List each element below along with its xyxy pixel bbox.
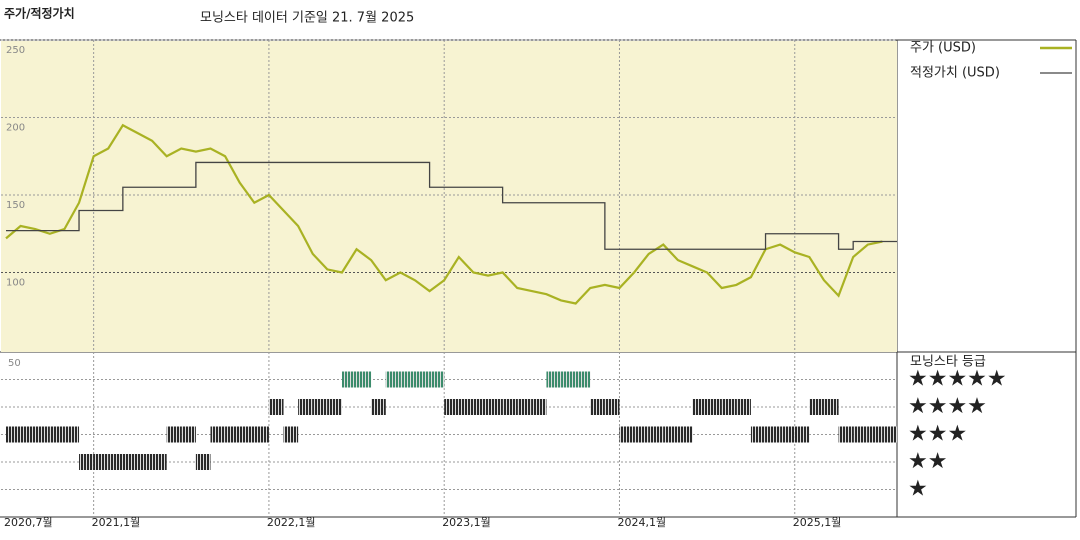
rating-bar <box>239 426 255 443</box>
rating-bar <box>79 454 94 470</box>
rating-bar <box>444 399 459 415</box>
x-tick-label: 2021,1월 <box>92 516 141 529</box>
rating-bar <box>122 454 138 470</box>
rating-bar <box>210 426 226 443</box>
y-tick-label: ★★ <box>908 449 947 474</box>
rating-bar <box>721 399 737 415</box>
chart-subtitle: 모닝스타 데이터 기준일 21. 7월 2025 <box>200 11 414 26</box>
rating-bar <box>517 399 532 415</box>
rating-bar <box>561 371 576 388</box>
y-tick-label: ★★★★ <box>908 394 987 419</box>
rating-bar <box>867 426 883 443</box>
rating-bar <box>619 426 635 443</box>
rating-bar <box>502 399 518 415</box>
rating-bar <box>546 371 562 388</box>
rating-bar <box>663 426 678 443</box>
rating-bar <box>634 426 649 443</box>
y-tick-label: 250 <box>6 45 25 56</box>
rating-bar <box>429 371 445 388</box>
rating-bar <box>590 399 605 415</box>
y-tick-label: 200 <box>6 123 25 134</box>
legend-label: 적정가치 (USD) <box>910 66 1000 81</box>
series-line <box>6 161 897 250</box>
rating-bar <box>765 426 781 443</box>
rating-bar <box>64 426 80 443</box>
rating-bar <box>283 426 299 443</box>
rating-bar <box>473 399 489 415</box>
rating-bar <box>181 426 196 443</box>
rating-bar <box>400 371 415 388</box>
rating-bar <box>195 454 211 470</box>
rating-bar <box>35 426 50 443</box>
rating-bar <box>838 426 854 443</box>
rating-bar <box>385 371 401 388</box>
rating-bar <box>707 399 722 415</box>
y-tick-label: 100 <box>6 278 25 289</box>
chart-title: 주가/적정가치 <box>4 6 75 21</box>
rating-bar <box>750 426 766 443</box>
rating-bar <box>268 399 284 415</box>
rating-bar <box>371 399 386 415</box>
rating-bar <box>823 399 839 415</box>
rating-bar <box>93 454 109 470</box>
x-tick-label: 2024,1월 <box>617 516 666 529</box>
rating-bar <box>794 426 810 443</box>
rating-bar <box>108 454 123 470</box>
x-tick-label: 2020,7월 <box>4 516 53 529</box>
rating-bar <box>312 399 328 415</box>
y-tick-label: ★ <box>908 477 928 502</box>
x-tick-label: 2025,1월 <box>793 516 842 529</box>
rating-bar <box>780 426 795 443</box>
rating-bar <box>736 399 751 415</box>
rating-bar <box>254 426 269 443</box>
corner-label: 50 <box>8 358 21 369</box>
rating-bar <box>414 371 430 388</box>
x-tick-label: 2022,1월 <box>267 516 316 529</box>
rating-bar <box>882 426 897 443</box>
y-tick-label: ★★★★★ <box>908 367 1007 392</box>
x-tick-label: 2023,1월 <box>442 516 491 529</box>
rating-bar <box>531 399 547 415</box>
legend-label: 주가 (USD) <box>910 41 976 56</box>
rating-bar <box>648 426 664 443</box>
rating-bar <box>356 371 372 388</box>
rating-bar <box>692 399 708 415</box>
rating-bar <box>6 426 21 443</box>
y-tick-label: 150 <box>6 200 25 211</box>
rating-bar <box>49 426 65 443</box>
rating-bar <box>809 399 824 415</box>
rating-bar <box>152 454 167 470</box>
rating-bar <box>677 426 693 443</box>
rating-bar <box>488 399 503 415</box>
rating-bar <box>327 399 342 415</box>
rating-title: 모닝스타 등급 <box>910 355 986 370</box>
series-line <box>5 123 883 305</box>
plot-background <box>1 41 897 352</box>
rating-bar <box>298 399 313 415</box>
rating-bar <box>225 426 240 443</box>
y-tick-label: ★★★ <box>908 422 967 447</box>
rating-bar <box>137 454 153 470</box>
rating-bar <box>20 426 36 443</box>
rating-bar <box>166 426 182 443</box>
rating-bar <box>341 371 357 388</box>
rating-bar <box>853 426 868 443</box>
rating-bar <box>458 399 474 415</box>
rating-bar <box>604 399 620 415</box>
rating-bar <box>575 371 591 388</box>
